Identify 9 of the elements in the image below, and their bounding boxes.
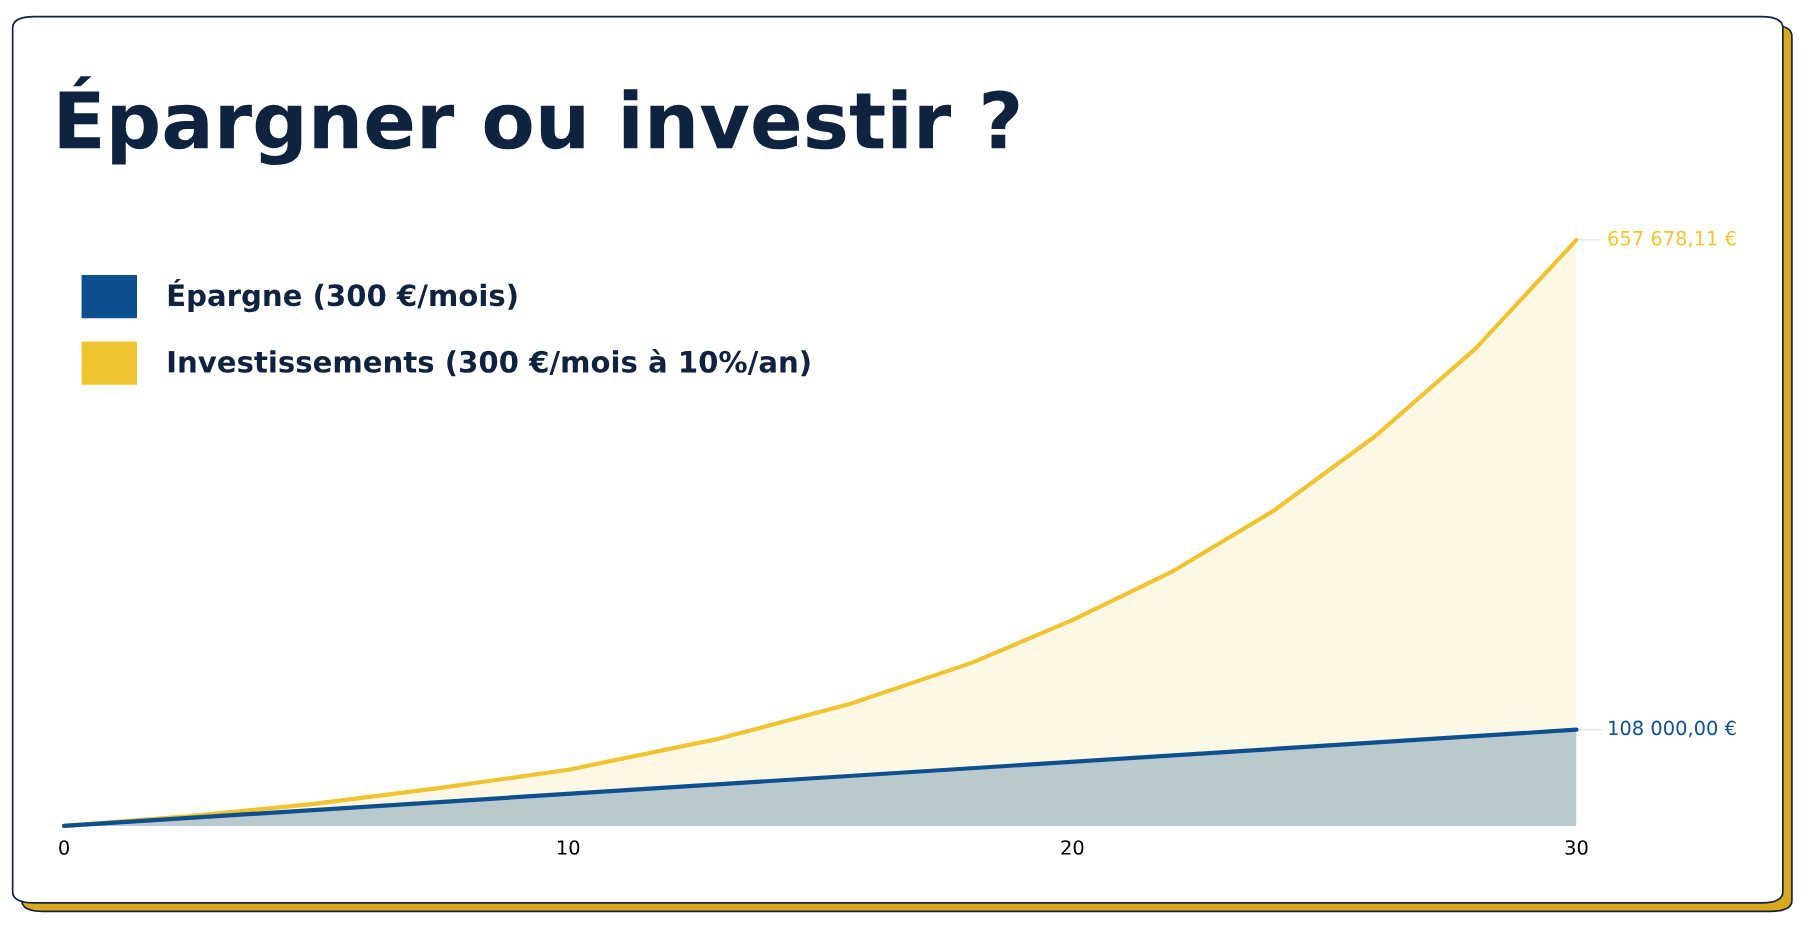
data-label: 108 000,00 € xyxy=(1609,720,1736,738)
legend-label: Investissements (300 €/mois à 10%/an) xyxy=(168,349,810,377)
x-tick-label: 30 xyxy=(1565,840,1588,855)
chart-title: Épargner ou investir ? xyxy=(59,76,1019,166)
x-tick-label: 10 xyxy=(557,840,580,855)
data-label: 657 678,11 € xyxy=(1608,230,1736,248)
x-tick-label: 20 xyxy=(1061,840,1084,855)
legend-label: Épargne (300 €/mois) xyxy=(168,278,517,313)
x-tick-label: 0 xyxy=(59,840,69,855)
